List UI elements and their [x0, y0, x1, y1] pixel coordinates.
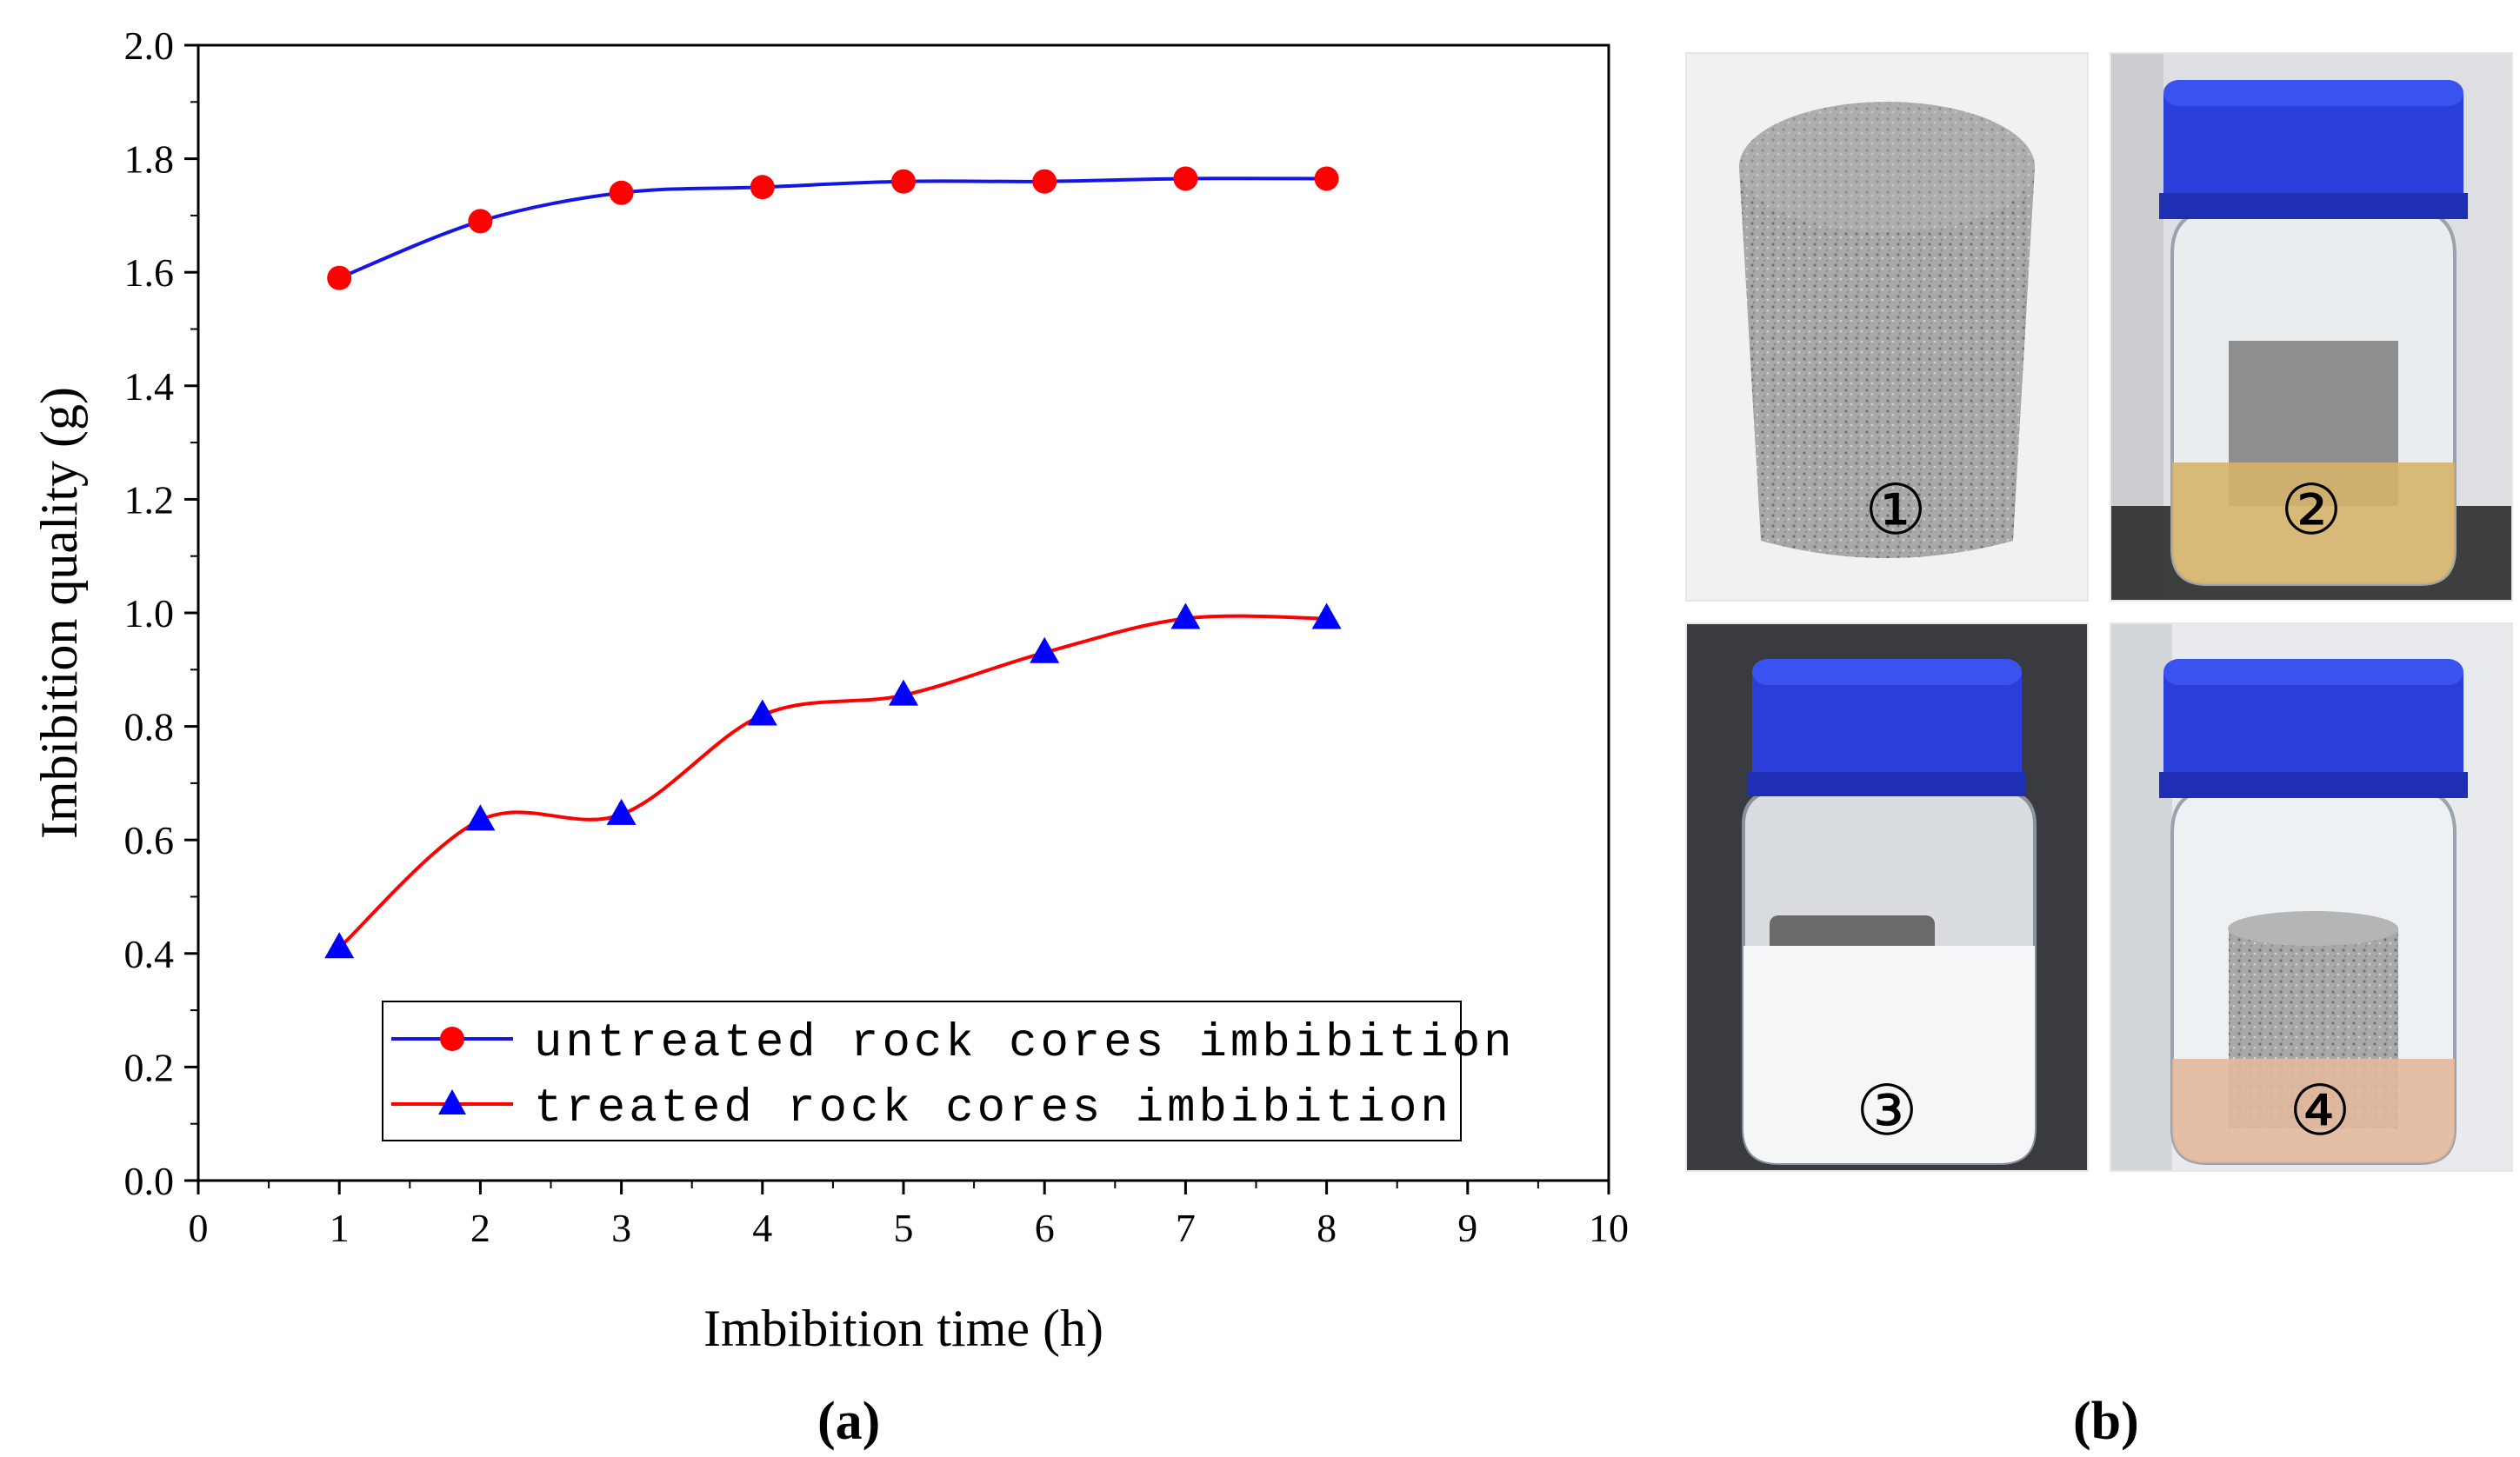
y-tick-label: 1.8: [124, 137, 175, 182]
x-tick-label: 9: [1457, 1206, 1477, 1250]
data-point-untreated: [468, 209, 493, 234]
data-point-untreated: [327, 265, 352, 290]
x-tick-label: 7: [1176, 1206, 1196, 1250]
chart-a: 0 1 2 3 4 5 6 7 8 9 10 0.0 0.2 0.4 0.6 0.8 1.0 1.2 1.4 1.6…: [30, 23, 1629, 1357]
photo-rock-core: ①: [1685, 52, 2089, 602]
y-tick-label: 1.6: [124, 250, 175, 295]
x-tick-label: 0: [189, 1206, 209, 1250]
data-point-treated: [1030, 636, 1060, 663]
data-point-treated: [1311, 602, 1342, 629]
y-tick-label: 0.0: [124, 1159, 175, 1203]
y-tick-label: 2.0: [124, 23, 175, 68]
data-point-untreated: [1314, 166, 1339, 191]
panel-label-b: (b): [2073, 1392, 2139, 1451]
data-point-treated: [889, 679, 918, 706]
y-tick-label: 1.4: [124, 364, 175, 409]
photo-label-2: ②: [2280, 469, 2343, 550]
y-tick-label: 0.6: [124, 818, 175, 862]
legend-marker-treated: [438, 1089, 466, 1114]
x-tick-label: 3: [611, 1206, 631, 1250]
data-point-untreated: [750, 175, 775, 200]
data-point-treated: [606, 798, 637, 825]
photo-label-3: ③: [1856, 1070, 1918, 1151]
data-point-untreated: [891, 169, 916, 194]
legend-box: [382, 1001, 1462, 1141]
x-axis: 0 1 2 3 4 5 6 7 8 9 10: [189, 1181, 1629, 1250]
photo-label-1: ①: [1864, 469, 1927, 550]
legend: untreated rock cores imbibition treated …: [382, 1001, 1516, 1141]
y-tick-label: 1.0: [124, 591, 175, 635]
x-tick-label: 5: [894, 1206, 914, 1250]
y-tick-label: 0.4: [124, 932, 175, 976]
y-tick-label: 0.8: [124, 705, 175, 749]
data-point-treated: [1170, 602, 1201, 629]
x-tick-label: 6: [1035, 1206, 1055, 1250]
data-point-treated: [324, 932, 355, 959]
photo-jar-white: ③: [1685, 622, 2089, 1172]
legend-label-untreated: untreated rock cores imbibition: [534, 1017, 1516, 1070]
data-point-untreated: [609, 180, 634, 205]
photo-jar-amber: ②: [2110, 52, 2513, 602]
x-tick-label: 10: [1589, 1206, 1629, 1250]
x-tick-label: 8: [1317, 1206, 1337, 1250]
x-axis-title: Imbibition time (h): [703, 1300, 1103, 1357]
x-tick-label: 1: [330, 1206, 350, 1250]
data-point-untreated: [1173, 166, 1198, 191]
y-axis-title: Imbibition quality (g): [30, 387, 88, 839]
series-line-1: [337, 614, 1327, 949]
data-point-treated: [747, 699, 777, 726]
data-point-treated: [465, 804, 496, 831]
photo-label-4: ④: [2289, 1070, 2351, 1151]
x-tick-label: 4: [752, 1206, 772, 1250]
legend-label-treated: treated rock cores imbibition: [534, 1082, 1452, 1135]
y-axis: 0.0 0.2 0.4 0.6 0.8 1.0 1.2 1.4 1.6 1.8 2.0: [124, 23, 198, 1203]
x-tick-label: 2: [470, 1206, 490, 1250]
data-point-untreated: [1032, 169, 1057, 194]
panel-label-a: (a): [817, 1392, 881, 1451]
legend-marker-untreated: [440, 1027, 464, 1051]
y-tick-label: 1.2: [124, 477, 175, 522]
y-tick-label: 0.2: [124, 1045, 175, 1089]
photo-jar-pink: ④: [2110, 622, 2513, 1172]
series-layer: [324, 166, 1342, 959]
